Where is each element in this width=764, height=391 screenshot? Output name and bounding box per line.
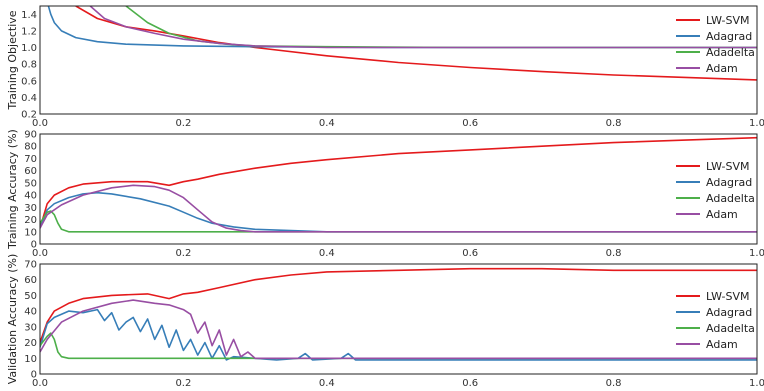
legend-label: Adadelta — [706, 322, 755, 335]
x-tick-label: 0.4 — [319, 118, 335, 129]
legend-label: LW-SVM — [706, 290, 750, 303]
y-tick-label: 90 — [24, 130, 37, 141]
legend-label: Adagrad — [706, 176, 752, 189]
y-tick-label: 1.2 — [21, 26, 37, 37]
y-tick-label: 0.8 — [21, 60, 37, 71]
y-tick-label: 50 — [24, 291, 37, 302]
series-line-adadelta — [125, 6, 757, 49]
x-tick-label: 0.0 — [32, 118, 48, 129]
y-tick-label: 50 — [24, 178, 37, 189]
x-tick-label: 0.2 — [175, 248, 191, 259]
x-tick-label: 0.2 — [175, 378, 191, 389]
series-line-adagrad — [40, 191, 757, 233]
x-tick-label: 0.0 — [32, 248, 48, 259]
series-line-lw-svm — [75, 6, 757, 81]
x-tick-label: 0.6 — [462, 378, 478, 389]
y-tick-label: 30 — [24, 203, 37, 214]
axes-frame — [39, 263, 758, 375]
series-line-adam — [40, 299, 757, 360]
y-tick-label: 30 — [24, 322, 37, 333]
y-tick-label: 10 — [24, 227, 37, 238]
y-tick-label: 1.0 — [21, 43, 37, 54]
legend-label: Adagrad — [706, 306, 752, 319]
legend-label: Adagrad — [706, 30, 752, 43]
x-tick-label: 0.2 — [175, 118, 191, 129]
y-axis-label: Validation Accuracy (%) — [6, 254, 19, 385]
y-tick-label: 60 — [24, 275, 37, 286]
legend-label: Adadelta — [706, 192, 755, 205]
y-tick-label: 10 — [24, 354, 37, 365]
x-tick-label: 0.6 — [462, 248, 478, 259]
series-line-adadelta — [40, 332, 757, 360]
y-tick-label: 40 — [24, 191, 37, 202]
legend-label: Adadelta — [706, 46, 755, 59]
y-tick-label: 1.4 — [21, 10, 37, 21]
x-tick-label: 1.0 — [749, 248, 764, 259]
axes-frame — [39, 5, 758, 115]
legend-label: Adam — [706, 62, 738, 75]
legend-label: Adam — [706, 338, 738, 351]
y-tick-label: 70 — [24, 154, 37, 165]
y-tick-label: 70 — [24, 260, 37, 271]
series-line-adam — [89, 6, 757, 49]
series-line-adagrad — [47, 6, 757, 49]
y-axis-label: Training Objective — [6, 10, 19, 110]
y-tick-label: 20 — [24, 215, 37, 226]
legend: LW-SVM Adagrad Adadelta Adam — [676, 290, 755, 351]
y-tick-label: 0.2 — [21, 110, 37, 121]
x-tick-label: 1.0 — [749, 118, 764, 129]
series-line-lw-svm — [40, 267, 757, 343]
series-line-lw-svm — [40, 136, 757, 229]
y-tick-label: 0 — [31, 370, 37, 381]
x-tick-label: 0.0 — [32, 378, 48, 389]
y-tick-label: 0.6 — [21, 76, 37, 87]
series-line-adadelta — [40, 210, 757, 233]
y-tick-label: 60 — [24, 166, 37, 177]
x-tick-label: 0.8 — [606, 248, 622, 259]
legend-label: Adam — [706, 208, 738, 221]
y-axis-label: Training Accuracy (%) — [6, 129, 19, 250]
y-tick-label: 20 — [24, 338, 37, 349]
legend: LW-SVM Adagrad Adadelta Adam — [676, 160, 755, 221]
legend: LW-SVM Adagrad Adadelta Adam — [676, 14, 755, 75]
legend-label: LW-SVM — [706, 160, 750, 173]
y-tick-label: 0.4 — [21, 93, 37, 104]
axes-frame — [39, 133, 758, 245]
legend-label: LW-SVM — [706, 14, 750, 27]
x-tick-label: 0.8 — [606, 378, 622, 389]
x-tick-label: 0.8 — [606, 118, 622, 129]
x-tick-label: 0.4 — [319, 378, 335, 389]
subplot-3: 0.0 0.2 0.4 0.6 0.8 1.0 0 10 20 30 40 50 60 70 Validat… — [6, 254, 764, 389]
y-tick-label: 80 — [24, 142, 37, 153]
subplot-1: 0.0 0.2 0.4 0.6 0.8 1.00.20.40.60.81.01.21.4T… — [6, 5, 764, 129]
series-line-adam — [40, 184, 757, 233]
series-line-adagrad — [40, 308, 757, 361]
x-tick-label: 0.6 — [462, 118, 478, 129]
y-tick-label: 0 — [31, 240, 37, 251]
x-tick-label: 1.0 — [749, 378, 764, 389]
y-tick-label: 40 — [24, 307, 37, 318]
x-tick-label: 0.4 — [319, 248, 335, 259]
